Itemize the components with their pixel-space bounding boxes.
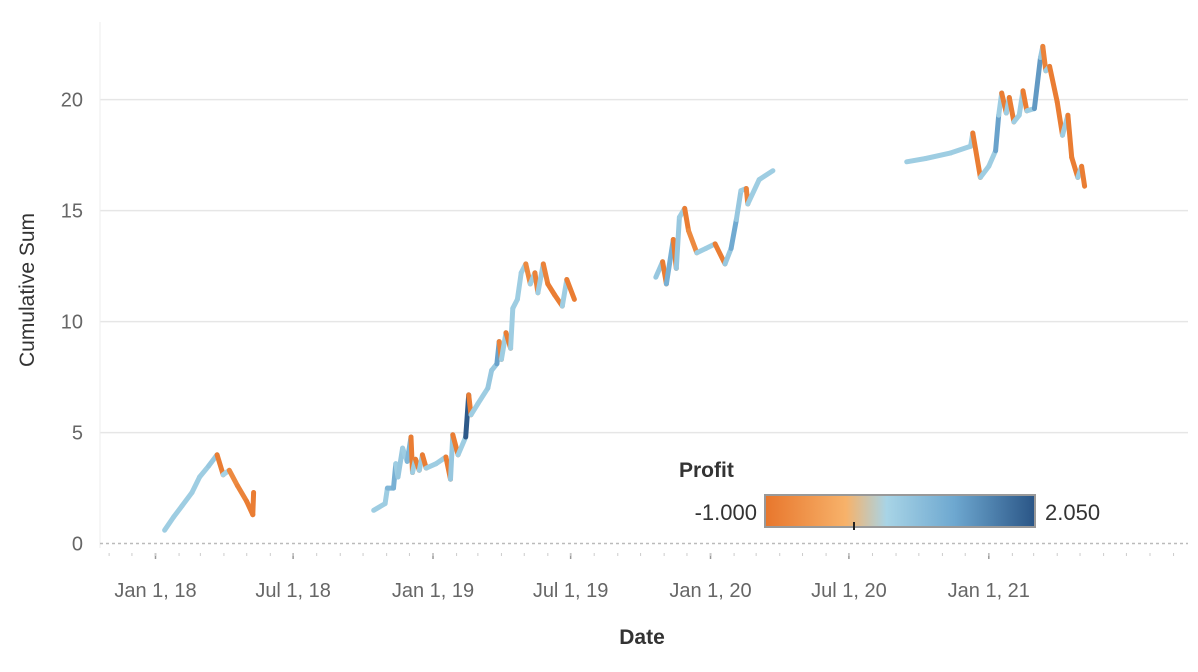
line-segment-group[interactable] bbox=[904, 43, 1088, 189]
y-tick-label: 10 bbox=[61, 312, 83, 334]
line-segment[interactable] bbox=[904, 156, 929, 165]
y-tick-label: 15 bbox=[61, 201, 83, 223]
x-axis: Jan 1, 18 Jul 1, 18 Jan 1, 19 Jul 1, 19 Jan … bbox=[108, 553, 1175, 602]
line-segment[interactable] bbox=[986, 148, 999, 169]
line-segment[interactable] bbox=[514, 270, 524, 302]
x-tick-label: Jan 1, 21 bbox=[948, 580, 1030, 602]
line-segment[interactable] bbox=[226, 467, 241, 489]
line-segment[interactable] bbox=[1006, 95, 1017, 125]
line-segment[interactable] bbox=[722, 245, 734, 267]
y-axis: 0 5 10 15 20 bbox=[61, 90, 83, 556]
x-tick-label: Jan 1, 20 bbox=[669, 580, 751, 602]
legend-color-ramp bbox=[764, 494, 1036, 528]
x-tick-label: Jul 1, 19 bbox=[533, 580, 609, 602]
x-tick-label: Jul 1, 20 bbox=[811, 580, 887, 602]
legend-max-label: 2.050 bbox=[1045, 500, 1100, 525]
line-segment[interactable] bbox=[485, 367, 495, 391]
line-segment[interactable] bbox=[179, 490, 195, 509]
line-segment[interactable] bbox=[455, 434, 469, 458]
y-axis-title: Cumulative Sum bbox=[16, 213, 39, 367]
x-tick-label: Jul 1, 18 bbox=[255, 580, 331, 602]
line-segment[interactable] bbox=[540, 261, 551, 287]
line-segment[interactable] bbox=[1040, 43, 1049, 74]
line-segment[interactable] bbox=[214, 452, 226, 478]
profit-color-legend: Profit -1.000 2.050 bbox=[679, 459, 1100, 530]
line-segment[interactable] bbox=[250, 490, 257, 518]
line-segment-group[interactable] bbox=[371, 261, 577, 513]
line-segment[interactable] bbox=[686, 228, 700, 256]
line-segment[interactable] bbox=[948, 143, 974, 156]
line-segment[interactable] bbox=[508, 305, 516, 351]
x-tick-label: Jan 1, 19 bbox=[392, 580, 474, 602]
line-segment[interactable] bbox=[673, 214, 682, 271]
line-segment[interactable] bbox=[1079, 163, 1088, 189]
line-segment[interactable] bbox=[712, 241, 728, 267]
y-tick-label: 20 bbox=[61, 90, 83, 112]
legend-min-label: -1.000 bbox=[695, 500, 757, 525]
line-segment[interactable] bbox=[475, 385, 491, 407]
line-segment[interactable] bbox=[235, 483, 250, 504]
line-segment[interactable] bbox=[993, 112, 1002, 154]
x-tick-label: Jan 1, 18 bbox=[114, 580, 196, 602]
line-segment[interactable] bbox=[564, 277, 577, 302]
line-segment[interactable] bbox=[1031, 55, 1043, 112]
line-segment[interactable] bbox=[970, 130, 983, 180]
line-segment-group[interactable] bbox=[162, 452, 257, 533]
line-segment[interactable] bbox=[162, 514, 177, 533]
line-segment[interactable] bbox=[923, 150, 954, 161]
line-segment[interactable] bbox=[1065, 112, 1075, 160]
line-segment[interactable] bbox=[733, 188, 744, 222]
line-segment[interactable] bbox=[745, 177, 762, 207]
line-segment[interactable] bbox=[1047, 63, 1060, 105]
line-segment[interactable] bbox=[1020, 88, 1030, 114]
line-segment[interactable] bbox=[756, 168, 776, 183]
line-segment-group[interactable] bbox=[653, 168, 776, 287]
line-segment[interactable] bbox=[382, 485, 390, 507]
line-segment[interactable] bbox=[728, 217, 739, 251]
y-tick-label: 5 bbox=[72, 423, 83, 445]
line-segment[interactable] bbox=[189, 474, 203, 495]
y-tick-label: 0 bbox=[72, 534, 83, 556]
line-segment[interactable] bbox=[682, 205, 691, 234]
x-axis-title: Date bbox=[619, 626, 665, 649]
cumulative-sum-series[interactable] bbox=[162, 43, 1088, 533]
legend-title: Profit bbox=[679, 459, 734, 482]
